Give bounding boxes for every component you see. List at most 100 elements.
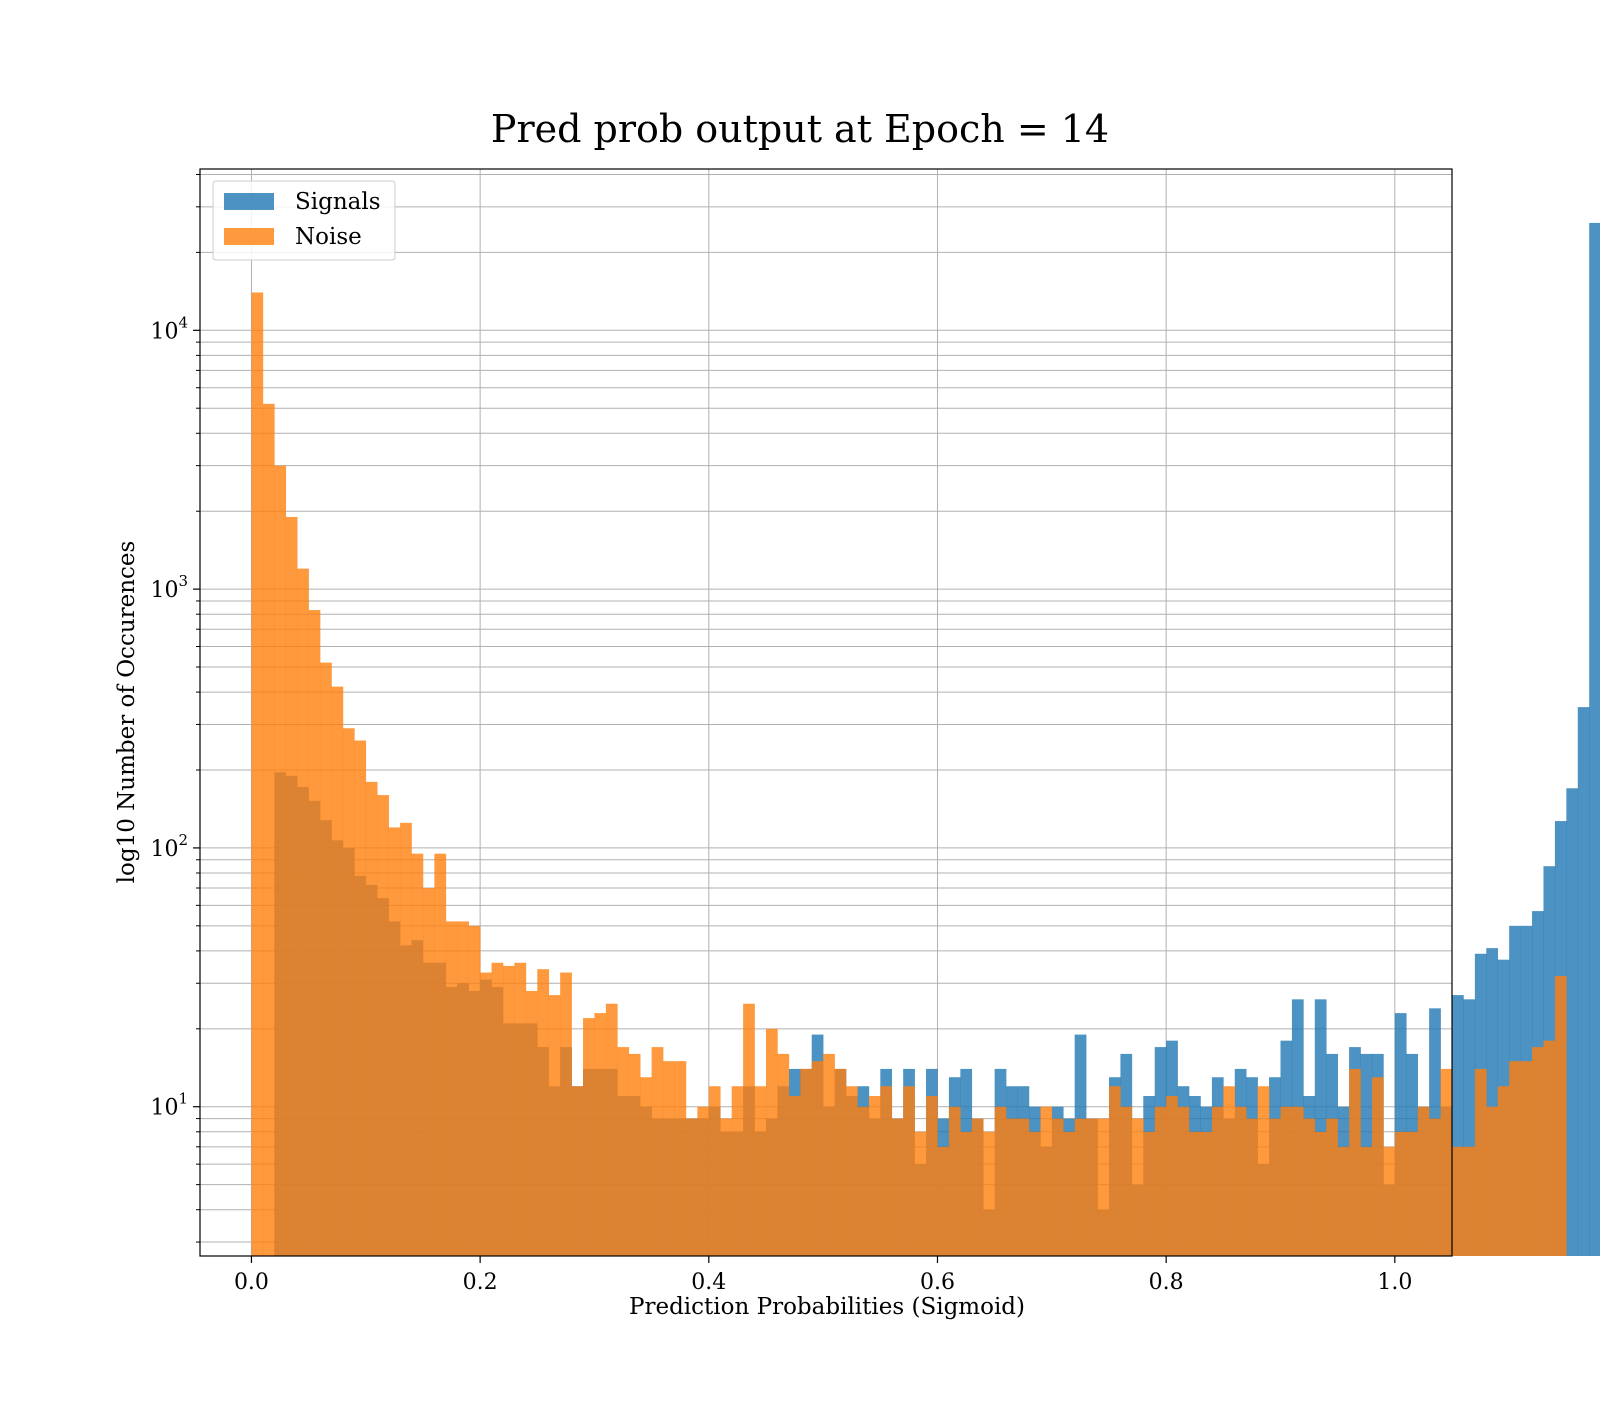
- histogram-bar: [674, 1061, 687, 1256]
- x-axis-label: Prediction Probabilities (Sigmoid): [629, 1294, 1025, 1320]
- histogram-bar: [1017, 1118, 1030, 1256]
- histogram-bar: [308, 610, 321, 1256]
- histogram-bar: [285, 516, 298, 1256]
- histogram-bar: [537, 969, 550, 1256]
- histogram-bar: [663, 1061, 675, 1256]
- x-tick-label: 0.2: [463, 1270, 498, 1295]
- histogram-bar: [377, 795, 389, 1256]
- histogram-bar: [1200, 1131, 1213, 1256]
- chart-title: Pred prob output at Epoch = 14: [491, 107, 1109, 151]
- histogram-bar: [1303, 1118, 1316, 1256]
- histogram-bar: [994, 1106, 1007, 1256]
- y-tick-label: 102: [150, 831, 188, 862]
- histogram-bar: [1051, 1118, 1064, 1256]
- histogram-bar: [1497, 1086, 1510, 1256]
- histogram-bar: [1337, 1146, 1350, 1256]
- histogram-bar: [1040, 1106, 1053, 1256]
- x-tick-label: 0.0: [234, 1270, 269, 1295]
- histogram-bar: [1154, 1106, 1167, 1256]
- histogram-bar: [1314, 999, 1327, 1256]
- histogram-bar: [1189, 1131, 1201, 1256]
- histogram-bar: [388, 827, 401, 1256]
- histogram-bar: [903, 1086, 915, 1256]
- histogram-bar: [1452, 1146, 1464, 1256]
- histogram-bar: [1520, 1061, 1533, 1256]
- histogram-bar: [1417, 1106, 1430, 1256]
- histogram-bar: [445, 921, 458, 1256]
- histogram-bar: [1554, 975, 1567, 1256]
- histogram-bar: [1463, 999, 1476, 1256]
- histogram-bar: [926, 1096, 938, 1256]
- histogram-bar: [1543, 1040, 1556, 1256]
- histogram-bar: [457, 921, 469, 1256]
- x-tick-label: 0.8: [1149, 1270, 1184, 1295]
- histogram-bar: [605, 1003, 618, 1256]
- histogram-bar: [868, 1096, 881, 1256]
- histogram-bar: [1257, 1086, 1270, 1256]
- histogram-bar: [571, 1086, 584, 1256]
- x-tick-label: 0.4: [691, 1270, 726, 1295]
- legend-swatch-noise: [224, 228, 274, 245]
- histogram-bar: [594, 1013, 607, 1256]
- histogram-bar: [1349, 1068, 1361, 1256]
- histogram-bar: [1474, 1068, 1487, 1256]
- histogram-bar: [617, 1047, 630, 1256]
- histogram-bar: [434, 853, 447, 1256]
- histogram-bar: [1394, 1131, 1407, 1256]
- histogram-bar: [1234, 1106, 1247, 1256]
- y-tick-label: 101: [150, 1090, 188, 1121]
- histogram-bar: [800, 1068, 813, 1256]
- histogram-bar: [491, 962, 504, 1256]
- histogram-bar: [514, 962, 527, 1256]
- histogram-bar: [1074, 1118, 1087, 1256]
- histogram-bar: [1371, 1077, 1384, 1256]
- histogram-bar: [1486, 948, 1499, 1256]
- histogram-bar: [274, 465, 287, 1256]
- histogram-bar: [331, 686, 344, 1256]
- histogram-bar: [914, 1131, 927, 1256]
- histogram-bar: [720, 1118, 732, 1256]
- histogram-bar: [765, 1028, 778, 1256]
- histogram-bar: [777, 1053, 790, 1256]
- histogram-bar: [480, 972, 492, 1256]
- histogram-bar: [1120, 1106, 1133, 1256]
- legend: Signals Noise: [212, 180, 396, 261]
- histogram-bar: [1429, 1118, 1441, 1256]
- histogram-bar: [823, 1053, 835, 1256]
- histogram-bar: [525, 991, 538, 1256]
- histogram-bar: [502, 965, 515, 1256]
- histogram-bar: [857, 1106, 870, 1256]
- histogram-bar: [1440, 1068, 1453, 1256]
- histogram-bar: [811, 1061, 824, 1256]
- histogram-bar: [548, 995, 561, 1256]
- legend-label-signals: Signals: [295, 189, 381, 215]
- histogram-bar: [640, 1077, 652, 1256]
- x-tick-label: 1.0: [1377, 1270, 1412, 1295]
- histogram-bar: [983, 1131, 995, 1256]
- histogram-bar: [1097, 1118, 1110, 1256]
- histogram-bar: [948, 1106, 961, 1256]
- histogram-bar: [1166, 1096, 1178, 1256]
- histogram-bar: [1291, 1106, 1304, 1256]
- histogram-bar: [297, 568, 309, 1256]
- histogram-bar: [1280, 1106, 1293, 1256]
- histogram-bar: [411, 853, 424, 1256]
- legend-label-noise: Noise: [295, 224, 362, 250]
- histogram-bar: [1131, 1118, 1144, 1256]
- histogram-bar: [1577, 707, 1590, 1256]
- histogram-bar: [1223, 1086, 1236, 1256]
- histogram-bar: [960, 1131, 973, 1256]
- histogram-bar: [1486, 1106, 1499, 1256]
- histogram-bars: [251, 222, 1600, 1257]
- histogram-bar: [1314, 1131, 1327, 1256]
- histogram-bar: [1452, 995, 1464, 1256]
- histogram-bar: [400, 822, 412, 1256]
- plot-frame: [199, 168, 1453, 1257]
- histogram-bar: [251, 292, 264, 1257]
- histogram-bar: [971, 1118, 984, 1256]
- histogram-bar: [560, 972, 572, 1256]
- histogram-bar: [1383, 1146, 1396, 1256]
- histogram-bar: [1028, 1131, 1041, 1256]
